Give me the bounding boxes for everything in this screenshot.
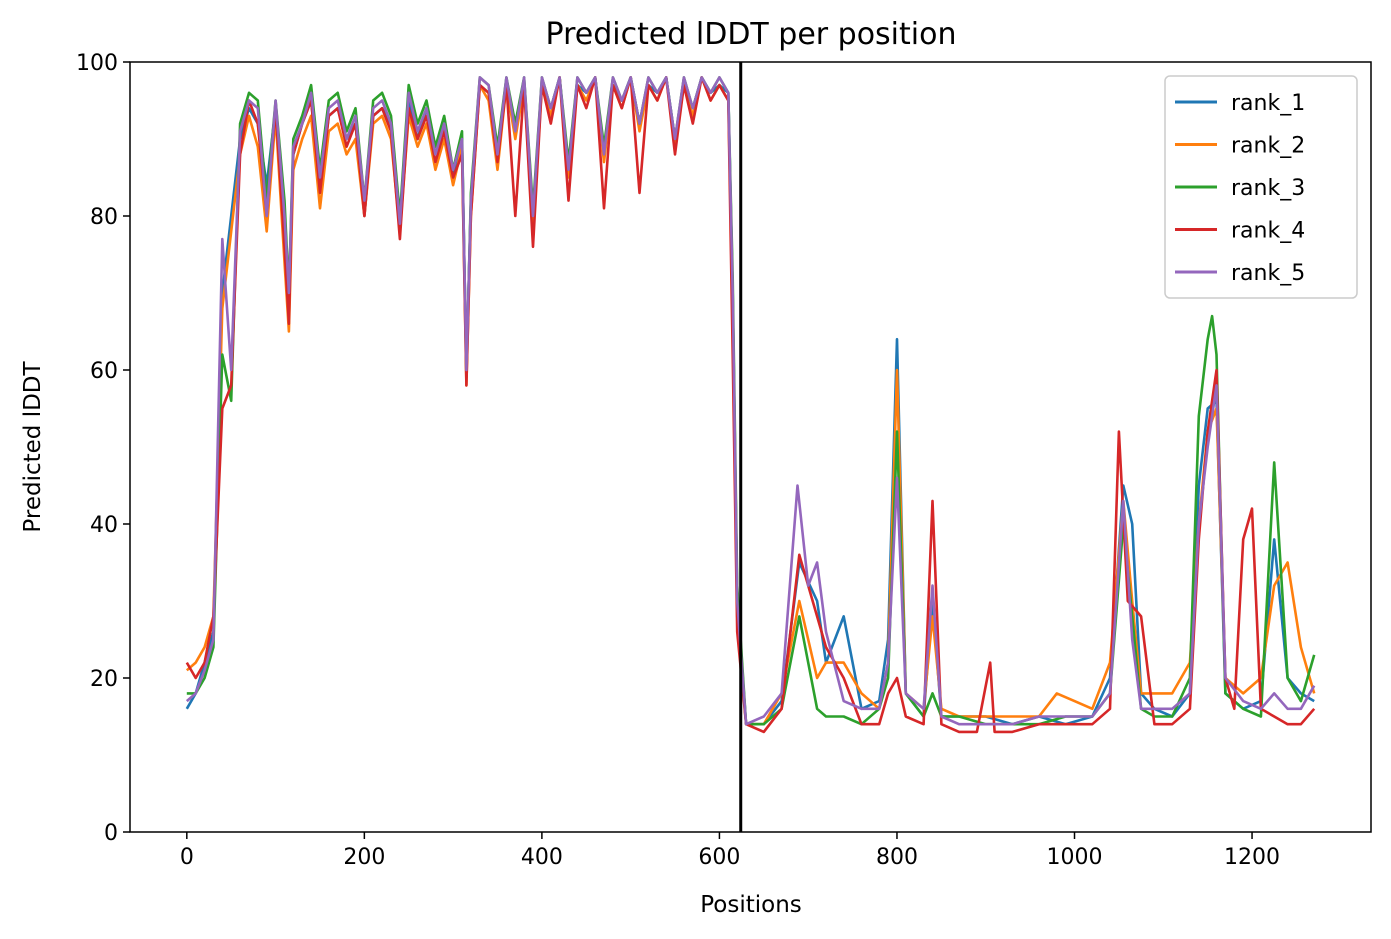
y-tick-label: 20 <box>90 667 118 692</box>
x-axis: 0 200 400 600 800 1000 1200 <box>180 832 1280 870</box>
series-line-rank_5 <box>185 76 1316 726</box>
y-tick-label: 40 <box>90 513 118 538</box>
x-axis-label: Positions <box>700 892 802 918</box>
chart-title: Predicted lDDT per position <box>546 17 957 52</box>
y-tick-label: 100 <box>76 51 118 76</box>
y-tick-label: 0 <box>104 821 118 846</box>
legend-label-rank_4: rank_4 <box>1231 219 1305 244</box>
y-axis-label: Predicted lDDT <box>20 360 46 532</box>
y-tick-label: 80 <box>90 205 118 230</box>
x-tick-label: 800 <box>876 845 918 870</box>
x-tick-label: 1000 <box>1047 845 1103 870</box>
plot-frame <box>129 61 1372 833</box>
legend-label-rank_3: rank_3 <box>1231 176 1305 201</box>
legend-label-rank_5: rank_5 <box>1231 261 1305 286</box>
x-tick-label: 400 <box>521 845 563 870</box>
plot-area <box>129 61 1372 833</box>
x-tick-label: 600 <box>698 845 740 870</box>
y-tick-label: 60 <box>90 359 118 384</box>
x-tick-label: 1200 <box>1224 845 1280 870</box>
x-tick-label: 0 <box>180 845 194 870</box>
legend-box <box>1164 75 1358 299</box>
legend-label-rank_2: rank_2 <box>1231 134 1305 159</box>
x-tick-label: 200 <box>343 845 385 870</box>
legend: rank_1 rank_2 rank_3 rank_4 rank_5 <box>1164 75 1358 299</box>
legend-label-rank_1: rank_1 <box>1231 91 1305 116</box>
y-axis: 0 20 40 60 80 100 <box>76 51 130 846</box>
